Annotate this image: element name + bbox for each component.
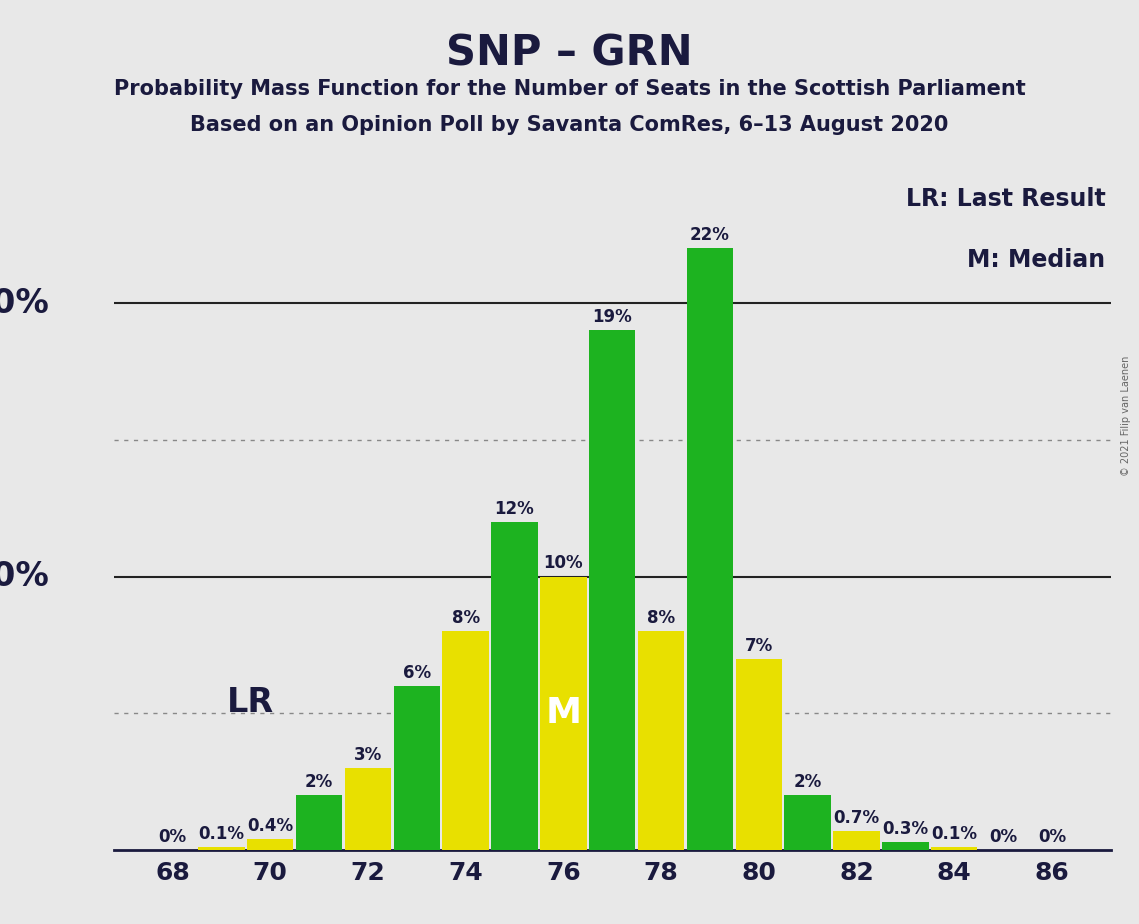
- Bar: [491, 522, 538, 850]
- Text: 7%: 7%: [745, 637, 773, 654]
- Bar: [834, 831, 879, 850]
- Text: 12%: 12%: [494, 500, 534, 517]
- Text: 0%: 0%: [158, 828, 187, 846]
- Bar: [736, 659, 782, 850]
- Text: M: Median: M: Median: [967, 249, 1106, 273]
- Text: 19%: 19%: [592, 309, 632, 326]
- Text: © 2021 Filip van Laenen: © 2021 Filip van Laenen: [1121, 356, 1131, 476]
- Text: 0%: 0%: [989, 828, 1017, 846]
- Text: LR: Last Result: LR: Last Result: [906, 187, 1106, 211]
- Text: 0.1%: 0.1%: [198, 825, 245, 844]
- Text: 8%: 8%: [451, 609, 480, 627]
- Text: 6%: 6%: [403, 663, 431, 682]
- Bar: [198, 847, 245, 850]
- Text: 0.7%: 0.7%: [834, 808, 879, 827]
- Bar: [931, 847, 977, 850]
- Bar: [589, 331, 636, 850]
- Bar: [687, 249, 734, 850]
- Bar: [785, 796, 830, 850]
- Text: 22%: 22%: [690, 226, 730, 244]
- Text: 20%: 20%: [0, 286, 49, 320]
- Bar: [882, 842, 928, 850]
- Text: 0.4%: 0.4%: [247, 817, 294, 835]
- Bar: [247, 839, 294, 850]
- Text: 0%: 0%: [1038, 828, 1066, 846]
- Text: 0.1%: 0.1%: [932, 825, 977, 844]
- Bar: [540, 577, 587, 850]
- Text: 8%: 8%: [647, 609, 675, 627]
- Text: 3%: 3%: [354, 746, 382, 764]
- Text: Based on an Opinion Poll by Savanta ComRes, 6–13 August 2020: Based on an Opinion Poll by Savanta ComR…: [190, 115, 949, 135]
- Text: 10%: 10%: [543, 554, 583, 573]
- Bar: [296, 796, 343, 850]
- Bar: [442, 631, 489, 850]
- Text: M: M: [546, 697, 581, 730]
- Bar: [638, 631, 685, 850]
- Text: 0.3%: 0.3%: [883, 820, 928, 838]
- Text: 2%: 2%: [794, 773, 821, 791]
- Text: 10%: 10%: [0, 560, 49, 593]
- Text: 2%: 2%: [305, 773, 334, 791]
- Text: Probability Mass Function for the Number of Seats in the Scottish Parliament: Probability Mass Function for the Number…: [114, 79, 1025, 99]
- Bar: [345, 768, 391, 850]
- Text: LR: LR: [227, 686, 274, 719]
- Text: SNP – GRN: SNP – GRN: [446, 32, 693, 74]
- Bar: [394, 686, 440, 850]
